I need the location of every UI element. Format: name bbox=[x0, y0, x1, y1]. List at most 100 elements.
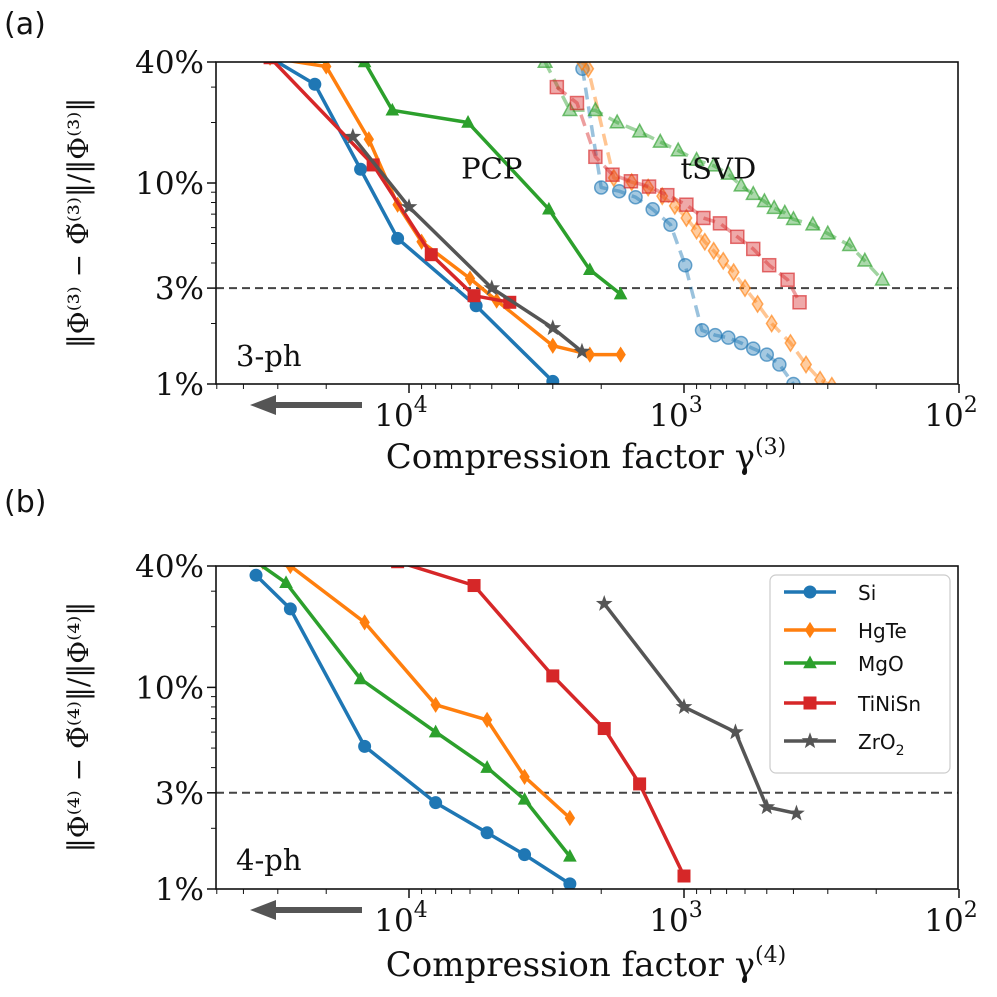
point-tinisn-tsvd bbox=[623, 174, 639, 189]
point-si-pcp bbox=[429, 796, 443, 810]
panel-b-y-ticks: 40% 10% 3% 1% bbox=[135, 549, 216, 908]
point-tinisn-pcp bbox=[597, 722, 611, 736]
series-si-pcp bbox=[249, 568, 577, 889]
point-hgte-tsvd bbox=[656, 186, 669, 206]
point-hgte-tsvd bbox=[784, 333, 797, 353]
point-mgo-pcp bbox=[461, 115, 475, 128]
legend-symbol-zro2 bbox=[801, 732, 819, 749]
panel-a-label: (a) bbox=[4, 7, 46, 42]
point-hgte-tsvd bbox=[707, 241, 720, 261]
point-tinisn-tsvd bbox=[780, 272, 795, 288]
point-si-pcp bbox=[469, 299, 483, 313]
point-mgo-tsvd bbox=[745, 185, 762, 201]
point-si-tsvd bbox=[786, 376, 801, 384]
point-hgte-tsvd bbox=[680, 208, 693, 228]
point-mgo-tsvd bbox=[609, 113, 626, 129]
point-hgte-pcp bbox=[363, 131, 375, 148]
series-si-pcp bbox=[265, 62, 576, 402]
panel-b-corner-label: 4-ph bbox=[236, 843, 302, 877]
point-mgo-tsvd bbox=[785, 210, 802, 226]
point-si-tsvd bbox=[694, 323, 710, 338]
point-hgte-tsvd bbox=[717, 251, 730, 271]
line-si-tsvd bbox=[580, 68, 795, 384]
point-hgte-pcp bbox=[321, 62, 332, 75]
point-tinisn-pcp bbox=[467, 289, 481, 303]
point-tinisn-tsvd bbox=[730, 229, 745, 245]
point-hgte-pcp bbox=[464, 270, 476, 287]
y-tick-label: 40% bbox=[135, 45, 204, 81]
point-si-pcp bbox=[518, 848, 532, 862]
legend-label-tinisn: TiNiSn bbox=[857, 692, 921, 716]
point-zro2-pcp bbox=[483, 279, 501, 296]
panel-a-corner-label: 3-ph bbox=[236, 339, 302, 373]
point-si-tsvd bbox=[645, 202, 660, 217]
point-si-tsvd bbox=[707, 327, 723, 343]
point-tinisn-tsvd bbox=[605, 167, 620, 182]
y-tick-label: 3% bbox=[155, 776, 204, 812]
point-mgo-tsvd bbox=[804, 215, 821, 231]
line-hgte-pcp bbox=[286, 62, 621, 357]
point-si-pcp bbox=[546, 374, 560, 384]
point-hgte-tsvd bbox=[826, 376, 837, 384]
point-hgte-pcp bbox=[615, 346, 626, 363]
point-mgo-pcp bbox=[357, 62, 372, 68]
point-tinisn-pcp bbox=[424, 248, 438, 262]
point-hgte-tsvd bbox=[582, 62, 595, 79]
panel-a-y-axis-label: ‖Φ⁽³⁾ − Φ̃⁽³⁾‖/‖Φ⁽³⁾‖ bbox=[62, 98, 95, 349]
series-si-tsvd bbox=[575, 62, 801, 384]
point-hgte-pcp bbox=[564, 809, 576, 827]
panel-b-y-axis-label: ‖Φ⁽⁴⁾ − Φ̃⁽⁴⁾‖/‖Φ⁽⁴⁾‖ bbox=[62, 602, 95, 853]
point-tinisn-tsvd bbox=[641, 179, 657, 194]
point-mgo-pcp bbox=[563, 848, 577, 862]
point-hgte-pcp bbox=[547, 337, 558, 354]
point-hgte-tsvd bbox=[607, 168, 620, 188]
point-mgo-tsvd bbox=[705, 156, 722, 172]
x-tick-label: 104 bbox=[374, 393, 427, 434]
point-tinisn-pcp bbox=[546, 669, 560, 683]
legend-marker-si bbox=[784, 585, 836, 599]
y-tick-label: 10% bbox=[135, 670, 204, 706]
line-zro2-pcp bbox=[602, 602, 797, 816]
legend-symbol-hgte bbox=[804, 621, 816, 639]
panel-b-label: (b) bbox=[4, 485, 46, 520]
legend-box bbox=[769, 574, 951, 774]
point-si-pcp bbox=[563, 389, 576, 402]
series-mgo-tsvd bbox=[537, 62, 891, 286]
point-hgte-pcp bbox=[359, 614, 370, 631]
point-mgo-tsvd bbox=[688, 151, 705, 167]
point-hgte-tsvd bbox=[642, 177, 655, 198]
legend-label-hgte: HgTe bbox=[858, 619, 907, 643]
panel-a-axes-frame bbox=[215, 61, 959, 385]
point-si-pcp bbox=[391, 231, 405, 245]
legend-label-mgo: MgO bbox=[858, 652, 904, 676]
legend-marker-zro2 bbox=[784, 732, 836, 749]
panel-b-left-arrow bbox=[250, 900, 362, 920]
point-tinisn-tsvd bbox=[588, 149, 603, 165]
point-si-tsvd bbox=[628, 189, 643, 205]
point-mgo-pcp bbox=[517, 791, 532, 805]
point-mgo-tsvd bbox=[587, 101, 604, 117]
point-mgo-pcp bbox=[313, 62, 328, 63]
point-mgo-pcp bbox=[583, 262, 597, 275]
point-zro2-pcp bbox=[544, 319, 562, 336]
y-tick-label: 3% bbox=[155, 271, 204, 307]
point-si-tsvd bbox=[677, 257, 693, 273]
point-tinisn-pcp bbox=[263, 62, 277, 65]
legend-symbol-mgo bbox=[803, 655, 817, 669]
point-zro2-pcp bbox=[675, 698, 693, 715]
point-si-pcp bbox=[563, 877, 577, 889]
point-tinisn-tsvd bbox=[549, 79, 565, 95]
point-hgte-pcp bbox=[285, 566, 296, 575]
point-tinisn-tsvd bbox=[745, 241, 761, 257]
series-hgte-tsvd bbox=[575, 62, 837, 384]
legend-marker-hgte bbox=[784, 621, 836, 639]
point-mgo-tsvd bbox=[766, 199, 783, 215]
point-si-tsvd bbox=[745, 341, 761, 356]
point-zro2-pcp bbox=[573, 342, 591, 359]
series-zro2-pcp bbox=[595, 594, 805, 821]
line-tinisn-pcp bbox=[405, 566, 686, 877]
legend-symbol-tinisn bbox=[803, 696, 817, 710]
point-si-tsvd bbox=[759, 347, 775, 362]
x-tick-label: 104 bbox=[374, 898, 427, 939]
point-si-pcp bbox=[249, 568, 263, 582]
